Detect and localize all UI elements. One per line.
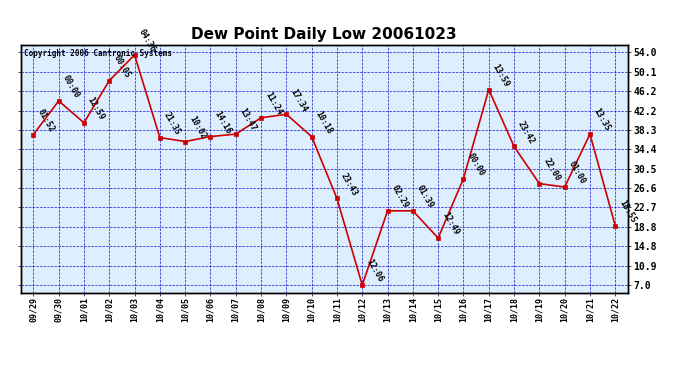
- Text: 10:18: 10:18: [314, 110, 334, 136]
- Text: 17:34: 17:34: [288, 87, 308, 113]
- Text: 00:05: 00:05: [111, 54, 132, 80]
- Text: Copyright 2006 Cantronic Systems: Copyright 2006 Cantronic Systems: [23, 49, 172, 58]
- Text: 18:55: 18:55: [618, 198, 638, 225]
- Text: 12:06: 12:06: [364, 258, 384, 284]
- Text: 00:00: 00:00: [61, 74, 81, 100]
- Text: 12:49: 12:49: [440, 211, 460, 237]
- Text: 11:24: 11:24: [263, 91, 284, 117]
- Text: 13:59: 13:59: [491, 62, 511, 88]
- Text: 22:00: 22:00: [542, 156, 562, 183]
- Text: 12:59: 12:59: [86, 96, 106, 122]
- Text: 01:39: 01:39: [415, 184, 435, 210]
- Title: Dew Point Daily Low 20061023: Dew Point Daily Low 20061023: [192, 27, 457, 42]
- Text: 01:52: 01:52: [35, 108, 56, 134]
- Text: 21:35: 21:35: [162, 111, 182, 136]
- Text: 13:47: 13:47: [238, 107, 258, 133]
- Text: 10:02: 10:02: [187, 114, 208, 141]
- Text: 01:00: 01:00: [566, 160, 587, 186]
- Text: 02:29: 02:29: [390, 184, 410, 210]
- Text: 04:36: 04:36: [137, 28, 157, 54]
- Text: 23:43: 23:43: [339, 171, 359, 198]
- Text: 23:42: 23:42: [516, 119, 536, 146]
- Text: 13:35: 13:35: [592, 107, 612, 133]
- Text: 00:00: 00:00: [466, 152, 486, 178]
- Text: 14:16: 14:16: [213, 110, 233, 136]
